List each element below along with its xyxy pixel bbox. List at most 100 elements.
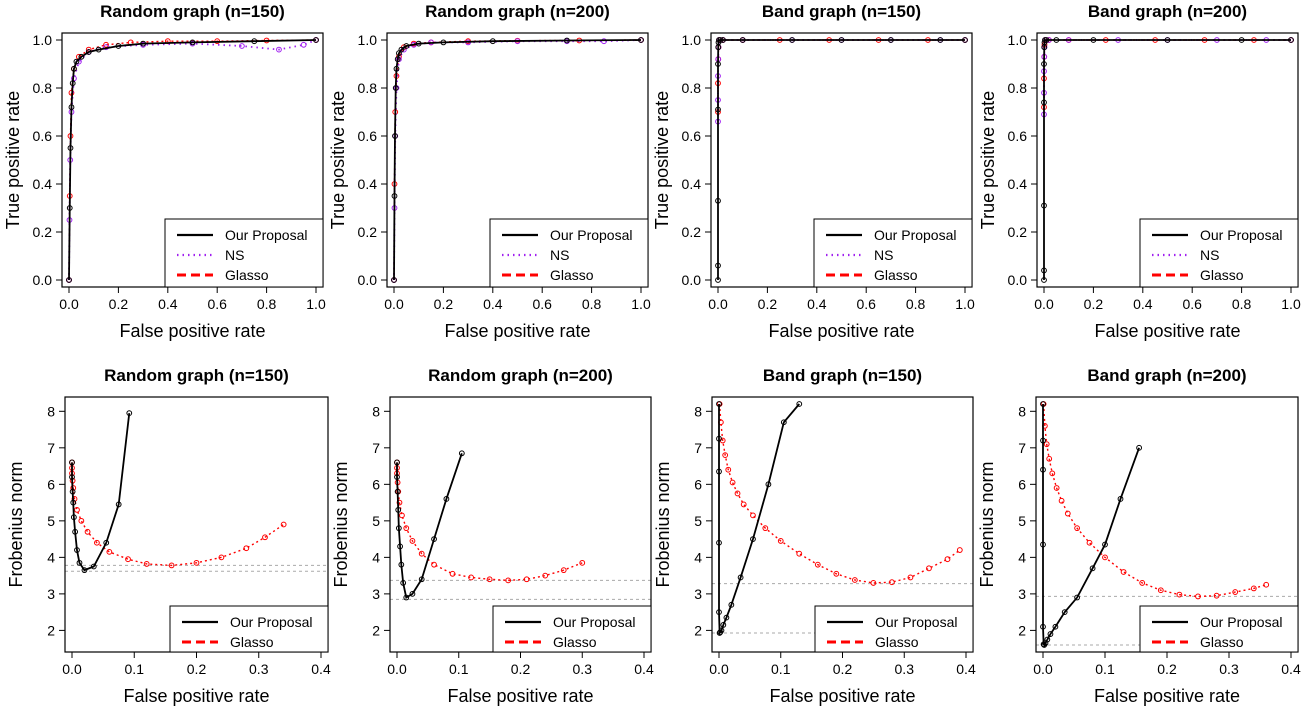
x-tick-label: 0.0 [708, 296, 728, 312]
data-point [1040, 541, 1046, 548]
data-point [937, 37, 944, 43]
data-point [722, 452, 729, 459]
data-point [103, 41, 109, 48]
data-point [243, 545, 250, 552]
x-tick-label: 0.3 [573, 661, 593, 677]
y-tick-label: 7 [1018, 440, 1026, 456]
series-glasso [1040, 401, 1270, 600]
y-tick-label: 8 [372, 403, 380, 419]
series-our-proposal [716, 401, 803, 636]
series-our-proposal [69, 410, 133, 574]
data-point [84, 528, 91, 535]
series-our-proposal [1040, 401, 1142, 648]
data-point [70, 499, 77, 506]
data-point [393, 65, 400, 72]
x-tick-label: 0.8 [1232, 296, 1252, 312]
data-point [262, 534, 268, 541]
legend-label: Glasso [875, 634, 919, 650]
data-point [765, 481, 772, 488]
legend-label: Our Proposal [230, 614, 312, 630]
data-point [1176, 591, 1183, 598]
x-axis-label: False positive rate [1094, 686, 1240, 706]
data-point [71, 65, 77, 72]
legend-label: Glasso [1200, 267, 1244, 283]
y-tick-label: 8 [47, 403, 55, 419]
legend-label: Our Proposal [1200, 227, 1282, 243]
x-tick-label: 1.0 [306, 296, 326, 312]
data-point [870, 580, 877, 586]
data-point [1040, 401, 1046, 407]
data-point [69, 474, 75, 480]
data-point [716, 539, 722, 546]
data-point [564, 37, 570, 44]
series-glasso [716, 401, 963, 586]
data-point [716, 609, 722, 616]
data-point [74, 547, 80, 553]
data-point [1041, 61, 1047, 67]
legend-label: Our Proposal [874, 227, 956, 243]
data-point [458, 450, 465, 457]
data-point [750, 512, 756, 519]
data-point [728, 601, 735, 608]
plot-area [69, 410, 287, 574]
data-point [409, 590, 416, 597]
series-line [717, 39, 965, 112]
data-point [1157, 587, 1164, 594]
data-point [1041, 99, 1047, 106]
chart-title: Random graph (n=150) [104, 366, 289, 385]
y-tick-label: 4 [47, 549, 55, 565]
y-tick-label: 6 [372, 476, 380, 492]
data-point [1040, 437, 1046, 444]
series-glasso [1041, 37, 1294, 111]
data-point [431, 561, 437, 568]
data-point [394, 459, 400, 466]
x-tick-label: 0.6 [207, 296, 227, 312]
data-point [1040, 623, 1046, 630]
x-tick-label: 0.0 [384, 296, 404, 312]
y-tick-label: 5 [47, 513, 55, 529]
data-point [579, 559, 586, 566]
y-tick-label: 6 [47, 476, 55, 492]
y-tick-label: 7 [694, 440, 702, 456]
data-point [415, 40, 422, 47]
y-tick-label: 0.0 [682, 272, 702, 288]
x-tick-label: 0.4 [311, 661, 331, 677]
data-point [715, 106, 721, 113]
y-tick-label: 0.6 [1008, 128, 1028, 144]
y-tick-label: 0.6 [358, 128, 378, 144]
legend-label: Our Proposal [225, 227, 307, 243]
legend-label: Glasso [553, 634, 597, 650]
y-tick-label: 8 [694, 403, 702, 419]
legend: Our Proposal Glasso [169, 605, 329, 653]
data-point [956, 547, 963, 553]
series-line [71, 462, 285, 567]
data-point [717, 37, 724, 43]
data-point [814, 561, 821, 568]
x-axis-label: False positive rate [119, 321, 265, 341]
x-tick-label: 0.6 [532, 296, 552, 312]
data-point [720, 37, 726, 43]
y-tick-label: 2 [694, 622, 702, 638]
data-point [729, 479, 736, 486]
data-point [103, 539, 110, 546]
data-point [76, 559, 83, 566]
data-point [1195, 593, 1201, 600]
data-point [67, 145, 74, 151]
x-tick-label: 1.0 [955, 296, 975, 312]
data-point [723, 614, 730, 621]
x-axis-label: False positive rate [447, 686, 593, 706]
data-point [796, 550, 803, 557]
data-point [907, 574, 914, 581]
y-tick-label: 1.0 [33, 32, 53, 48]
data-point [762, 525, 769, 532]
data-point [1041, 202, 1047, 209]
legend: Our Proposal NS Glasso [489, 218, 649, 288]
x-tick-label: 0.0 [709, 661, 729, 677]
data-point [74, 506, 80, 513]
data-point [443, 496, 450, 502]
data-point [396, 499, 403, 506]
x-tick-label: 0.2 [511, 661, 531, 677]
data-point [1136, 444, 1142, 451]
plot-area [1041, 37, 1294, 283]
